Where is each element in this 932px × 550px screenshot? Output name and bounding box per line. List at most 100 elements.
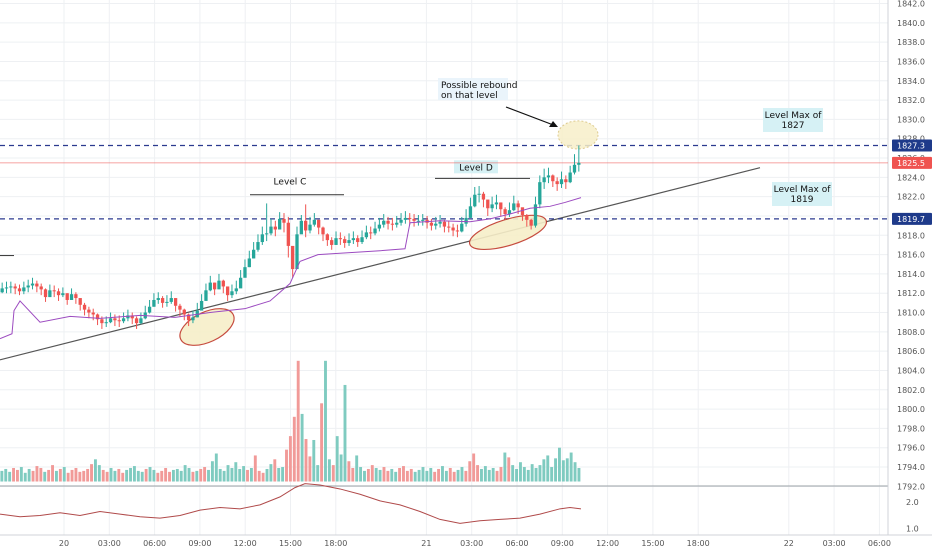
level-max-1827-text: Level Max of: [765, 111, 823, 121]
candle-body: [564, 179, 568, 183]
price-tick-label: 1816.0: [897, 251, 925, 260]
volume-bar: [561, 460, 565, 482]
candle-body: [330, 240, 334, 245]
price-axis[interactable]: 1842.0 1840.0 1838.0 1836.0 1834.0 1832.0 1830…: [892, 0, 932, 534]
volume-bar: [308, 456, 312, 482]
volume-bar: [152, 469, 156, 482]
candle-body: [121, 318, 126, 322]
volume-bar: [109, 467, 113, 482]
volume-bar: [238, 468, 242, 482]
candle-body: [572, 164, 577, 173]
horizontal-levels: [0, 144, 888, 220]
volume-bar: [495, 470, 499, 482]
candle-body: [173, 298, 178, 306]
volume-bar: [144, 468, 148, 482]
price-badge-1819.7: [892, 212, 932, 225]
volume-bar: [23, 472, 27, 482]
time-tick-label: 15:00: [641, 539, 664, 548]
grid: [0, 0, 932, 536]
candle-body: [390, 223, 395, 225]
candle-body: [468, 206, 473, 218]
candle-body: [291, 245, 295, 270]
volume-bar: [507, 457, 511, 482]
volume-bar: [43, 471, 47, 482]
candle-body: [464, 217, 468, 224]
level-d-label: Level D: [459, 163, 493, 173]
volume-bar: [550, 467, 554, 482]
volume-bar: [183, 465, 187, 482]
price-tick-label: 1828.0: [897, 135, 925, 144]
volume-bar: [370, 465, 374, 482]
volume-bar: [363, 470, 366, 482]
price-badge-label: 1819.7: [897, 215, 925, 224]
candle-body: [282, 218, 286, 223]
trendline-segment: [0, 167, 761, 361]
volume-bar: [522, 467, 526, 482]
rebound-box: [438, 78, 508, 100]
candle-body: [360, 237, 364, 243]
candle-body: [542, 177, 546, 183]
candle-body: [9, 286, 13, 288]
candle-body: [130, 315, 134, 319]
volume-bar: [554, 458, 558, 482]
candle-body: [199, 300, 204, 311]
price-tick-label: 1824.0: [897, 173, 925, 182]
oscillator-pane: [0, 483, 582, 524]
candle-body: [351, 238, 356, 241]
volume-bar: [74, 467, 78, 482]
candle-body: [568, 172, 572, 183]
volume-bar: [503, 452, 507, 482]
candle-body: [126, 315, 130, 319]
volume-bar: [335, 436, 339, 482]
price-tick-label: 1840.0: [897, 19, 925, 28]
time-tick-label: 22: [784, 539, 794, 548]
volume-bar: [90, 464, 93, 482]
volume-bar: [269, 464, 273, 482]
volume-bar: [210, 461, 214, 482]
candle-body: [156, 298, 160, 300]
volume-bar: [304, 439, 308, 482]
volume-bar: [31, 470, 35, 482]
price-tick-label: 1806.0: [897, 347, 925, 356]
candle-body: [61, 293, 65, 296]
candle-body: [22, 287, 26, 292]
volume-bar: [402, 466, 405, 482]
volume-bar: [359, 467, 363, 482]
volume-bar: [464, 470, 468, 482]
moving-average: [0, 197, 582, 340]
volume-bar: [171, 469, 175, 482]
candle-body: [13, 286, 17, 289]
time-axis[interactable]: 20 03:00 06:00 09:00 12:00 15:00 18:00 21 03:00 0…: [59, 539, 891, 548]
volume-bar: [288, 436, 292, 482]
candle-body: [278, 218, 282, 230]
volume-bar: [292, 416, 296, 482]
volume-bar: [214, 453, 218, 482]
candle-body: [490, 204, 494, 209]
candle-body: [412, 218, 416, 221]
candle-body: [186, 314, 191, 321]
volume-bar: [285, 449, 288, 482]
volume-bar: [35, 466, 39, 482]
time-tick-label: 06:00: [868, 539, 891, 548]
volume-bar: [273, 459, 277, 482]
candle-body: [299, 220, 303, 235]
volume-bar: [339, 454, 343, 482]
volume-bar: [390, 468, 394, 482]
volume-bar: [433, 471, 437, 482]
volume-bar: [542, 459, 546, 482]
candlesticks: [0, 145, 581, 329]
candle-body: [369, 232, 373, 234]
volume-bar: [246, 469, 249, 482]
candle-body: [152, 299, 156, 307]
candle-body: [26, 285, 30, 288]
volume-bar: [78, 471, 82, 482]
candle-body: [451, 227, 455, 231]
candle-body: [39, 286, 43, 290]
candle-body: [538, 182, 542, 205]
volume-bar: [117, 468, 121, 482]
candle-body: [147, 306, 152, 313]
volume-bar: [27, 468, 31, 482]
volume-bar: [8, 471, 12, 482]
candle-body: [0, 288, 4, 293]
